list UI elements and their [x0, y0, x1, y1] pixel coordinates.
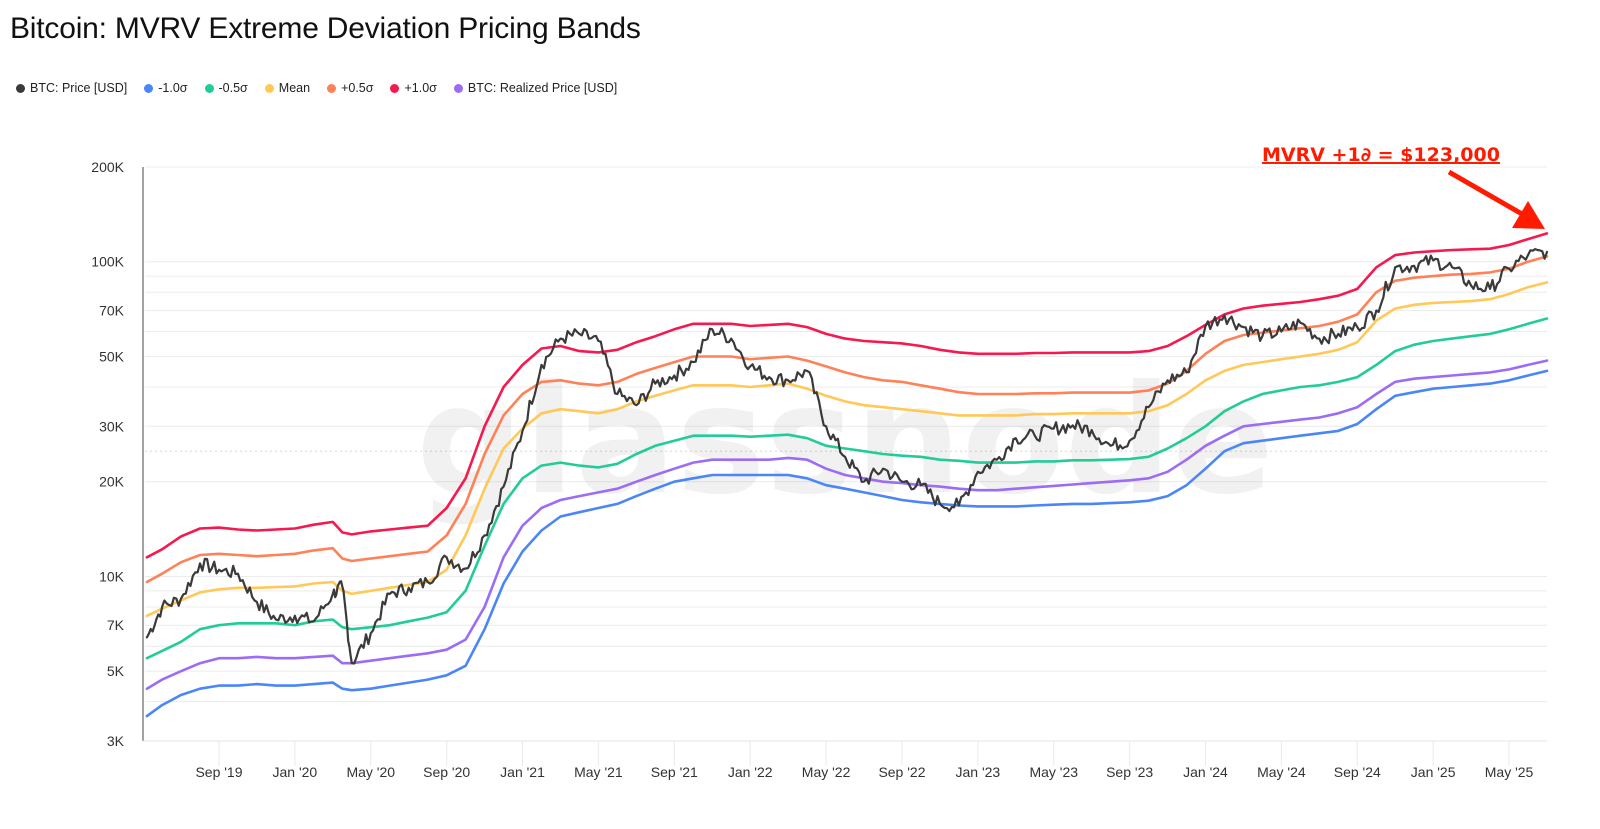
- legend-item-minus-1-sigma[interactable]: -1.0σ: [144, 81, 188, 95]
- annotation-arrow-head-icon: [1512, 201, 1545, 229]
- y-axis: 3K 5K 7K 10K 20K 30K 50K 70K 100K 200K: [91, 159, 144, 749]
- x-axis: Sep '19 Jan '20 May '20 Sep '20 Jan '21 May '…: [143, 740, 1547, 780]
- x-tick-label: Jan '20: [273, 764, 318, 780]
- legend-label: BTC: Realized Price [USD]: [467, 81, 618, 95]
- series-line-btc-price-usd: [145, 248, 1549, 665]
- x-tick-label: Sep '23: [1106, 764, 1153, 780]
- x-tick-label: May '24: [1257, 764, 1306, 780]
- x-tick-label: Sep '22: [878, 764, 925, 780]
- x-tick-label: May '20: [346, 764, 395, 780]
- x-tick-label: Sep '24: [1334, 764, 1381, 780]
- x-tick-label: May '21: [574, 764, 623, 780]
- legend-dot-icon: [453, 83, 463, 93]
- x-tick-label: Jan '25: [1411, 764, 1456, 780]
- x-tick-label: May '22: [802, 764, 851, 780]
- y-tick-label: 100K: [91, 254, 124, 270]
- y-tick-label: 50K: [99, 348, 125, 364]
- legend-item-mean[interactable]: Mean: [264, 81, 311, 95]
- series-line-0-5: [145, 317, 1549, 660]
- legend-item-plus-1-sigma[interactable]: +1.0σ: [390, 81, 437, 95]
- legend-label: -1.0σ: [158, 81, 188, 95]
- y-tick-label: 10K: [99, 568, 125, 584]
- y-tick-label: 70K: [99, 302, 125, 318]
- legend-label: BTC: Price [USD]: [30, 81, 128, 95]
- y-tick-label: 3K: [107, 733, 125, 749]
- x-tick-label: Sep '21: [651, 764, 698, 780]
- legend-label: -0.5σ: [218, 81, 248, 95]
- x-tick-label: Jan '22: [728, 764, 773, 780]
- annotation-group: MVRV +1∂ = $123,000: [1262, 144, 1545, 229]
- y-tick-label: 30K: [99, 418, 125, 434]
- legend-item-minus-half-sigma[interactable]: -0.5σ: [204, 81, 248, 95]
- y-tick-label: 200K: [91, 159, 124, 175]
- legend-dot-icon: [144, 83, 154, 93]
- series-line-btc-realized-price-usd: [145, 359, 1549, 690]
- annotation-arrow-shaft: [1447, 169, 1524, 217]
- series-line-1-0: [145, 232, 1549, 559]
- legend-dot-icon: [390, 83, 400, 93]
- x-tick-label: Jan '23: [955, 764, 1000, 780]
- x-tick-label: Sep '20: [423, 764, 470, 780]
- annotation-text: MVRV +1∂ = $123,000: [1262, 144, 1500, 166]
- legend-label: +0.5σ: [341, 81, 374, 95]
- legend-dot-icon: [327, 83, 337, 93]
- legend-label: +1.0σ: [404, 81, 437, 95]
- x-tick-label: Jan '21: [500, 764, 545, 780]
- series-group: [145, 232, 1549, 718]
- chart-legend: BTC: Price [USD] -1.0σ -0.5σ Mean +0.5σ …: [16, 81, 634, 95]
- legend-label: Mean: [278, 81, 311, 95]
- x-tick-label: May '25: [1485, 764, 1534, 780]
- legend-item-plus-half-sigma[interactable]: +0.5σ: [327, 81, 373, 95]
- x-tick-label: May '23: [1029, 764, 1078, 780]
- x-tick-label: Jan '24: [1183, 764, 1228, 780]
- y-tick-label: 7K: [107, 617, 125, 633]
- legend-item-realized-price[interactable]: BTC: Realized Price [USD]: [453, 81, 618, 95]
- legend-item-btc-price[interactable]: BTC: Price [USD]: [16, 81, 127, 95]
- x-tick-label: Sep '19: [195, 764, 242, 780]
- series-line-mean: [145, 281, 1549, 618]
- page-title: Bitcoin: MVRV Extreme Deviation Pricing …: [10, 12, 641, 45]
- legend-dot-icon: [16, 83, 25, 93]
- y-tick-label: 20K: [99, 474, 125, 490]
- legend-dot-icon: [204, 83, 214, 93]
- y-tick-label: 5K: [107, 663, 125, 679]
- legend-dot-icon: [264, 83, 274, 93]
- series-line-1-0: [145, 369, 1549, 718]
- series-line-0-5: [145, 255, 1549, 584]
